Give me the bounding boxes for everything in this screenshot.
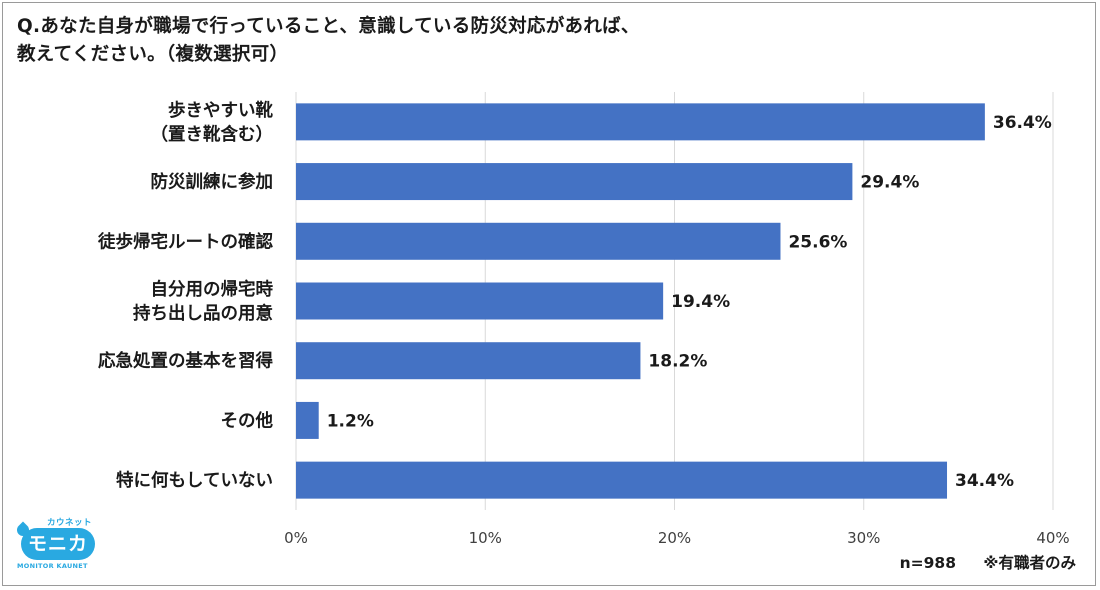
category-label: 応急処置の基本を習得 <box>98 351 273 372</box>
category-label: 歩きやすい靴 <box>168 100 273 121</box>
title-line-1: Q.あなた自身が職場で行っていること、意識している防災対応があれば、 <box>17 16 640 37</box>
data-label: 1.2% <box>327 411 374 431</box>
data-label: 18.2% <box>648 352 707 372</box>
bar <box>296 222 781 260</box>
bar <box>296 461 948 499</box>
logo-badge: モニカ <box>21 528 95 560</box>
bar <box>296 282 664 320</box>
x-tick-label: 40% <box>1036 529 1069 547</box>
logo-top-text: カウネット <box>47 518 93 528</box>
x-tick-label: 10% <box>469 529 502 547</box>
data-label: 25.6% <box>788 232 847 252</box>
category-label: 特に何もしていない <box>116 470 273 491</box>
bar <box>296 342 641 380</box>
category-label: その他 <box>221 410 274 431</box>
data-label: 19.4% <box>671 292 730 312</box>
x-tick-label: 0% <box>284 529 308 547</box>
respondent-note: ※有職者のみ <box>983 554 1076 572</box>
data-label: 34.4% <box>955 471 1014 491</box>
logo-bottom-text: MONITOR KAUNET <box>17 562 88 570</box>
category-label: 徒歩帰宅ルートの確認 <box>97 231 273 252</box>
bar <box>296 401 319 439</box>
bar <box>296 103 985 141</box>
category-label: 自分用の帰宅時 <box>151 279 274 300</box>
chart-title: Q.あなた自身が職場で行っていること、意識している防災対応があれば、 教えてくだ… <box>17 13 917 69</box>
category-label: 防災訓練に参加 <box>151 172 274 193</box>
footnote: n=988 ※有職者のみ <box>900 551 1076 573</box>
data-label: 29.4% <box>860 173 919 193</box>
x-tick-label: 30% <box>847 529 880 547</box>
monica-logo: カウネット モニカ MONITOR KAUNET <box>14 516 103 574</box>
data-label: 36.4% <box>993 113 1052 133</box>
sample-size: n=988 <box>899 554 957 572</box>
category-label: （置き靴含む） <box>151 124 274 145</box>
x-tick-label: 20% <box>658 529 691 547</box>
title-line-2: 教えてください。（複数選択可） <box>17 44 289 65</box>
category-label: 持ち出し品の用意 <box>133 303 273 324</box>
bar <box>296 163 853 201</box>
